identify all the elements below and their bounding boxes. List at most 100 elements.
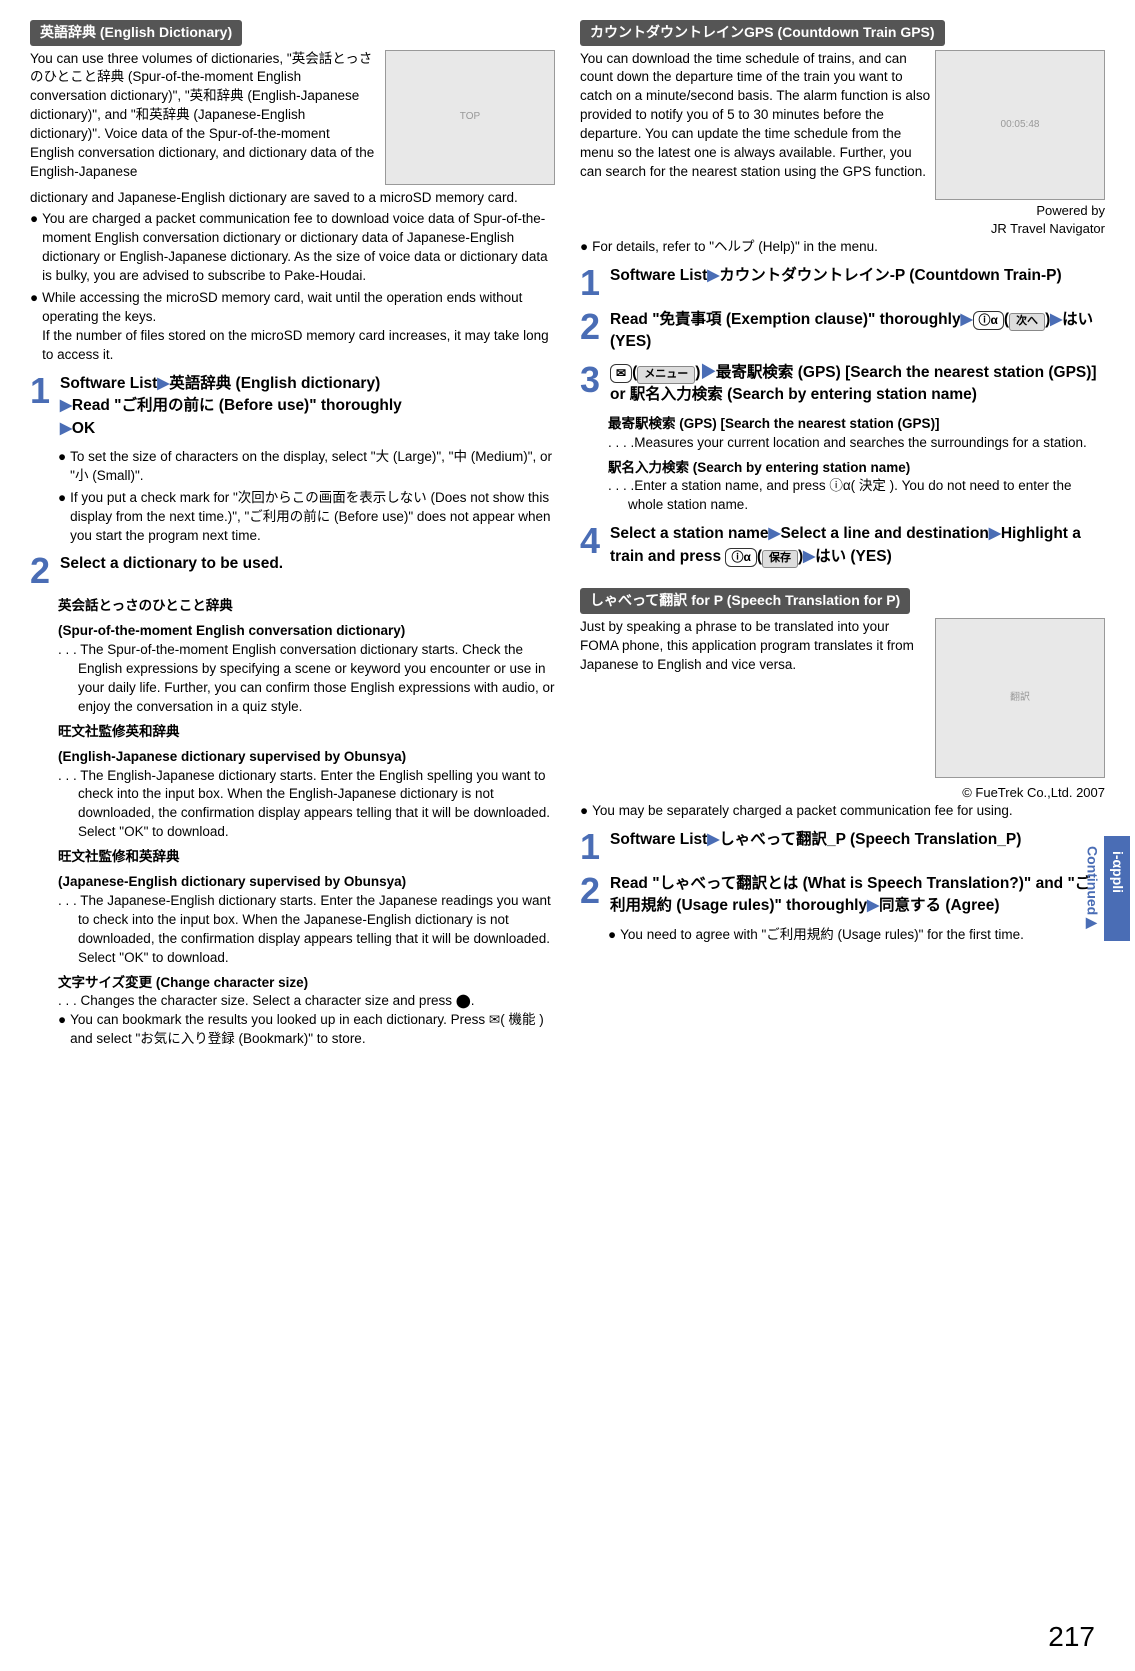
- step-text: Read "免責事項 (Exemption clause)" thoroughl…: [610, 309, 1105, 354]
- dict-item-desc: . . . The English-Japanese dictionary st…: [74, 767, 555, 843]
- bullet-icon: ●: [30, 289, 38, 365]
- key-icon: ⓘα: [725, 548, 756, 567]
- speech-step2-sub: ●You need to agree with "ご利用規約 (Usage ru…: [608, 926, 1105, 945]
- left-column: 英語辞典 (English Dictionary) TOP You can us…: [30, 20, 555, 1052]
- tab-iappli: i-αppli: [1104, 836, 1130, 941]
- right-column: カウントダウントレインGPS (Countdown Train GPS) 00:…: [580, 20, 1105, 1052]
- dict-item-jp: 文字サイズ変更 (Change character size): [58, 974, 555, 993]
- dict-bullet-2: ●While accessing the microSD memory card…: [30, 289, 555, 365]
- t: Read "免責事項 (Exemption clause)" thoroughl…: [610, 311, 961, 328]
- t: しゃべって翻訳_P (Speech Translation_P): [719, 831, 1021, 848]
- step-text: ✉(メニュー)▶最寄駅検索 (GPS) [Search the nearest …: [610, 362, 1105, 407]
- gps-sub2-title: 駅名入力検索 (Search by entering station name): [608, 459, 1105, 478]
- bullet-icon: ●: [58, 1011, 66, 1049]
- gps-step-3: 3 ✉(メニュー)▶最寄駅検索 (GPS) [Search the neares…: [580, 362, 1105, 407]
- arrow-icon: ▶: [60, 397, 72, 414]
- speech-header: しゃべって翻訳 for P (Speech Translation for P): [580, 588, 910, 614]
- t: For details, refer to "ヘルプ (Help)" in th…: [592, 238, 878, 257]
- dict-item-desc: . . . The Japanese-English dictionary st…: [74, 892, 555, 968]
- t: You need to agree with "ご利用規約 (Usage rul…: [620, 926, 1024, 945]
- save-button[interactable]: 保存: [762, 550, 798, 568]
- t: Read "しゃべって翻訳とは (What is Speech Translat…: [610, 875, 1090, 914]
- gps-header: カウントダウントレインGPS (Countdown Train GPS): [580, 20, 945, 46]
- speech-step-1: 1 Software List▶しゃべって翻訳_P (Speech Transl…: [580, 829, 1105, 865]
- gps-sub1-desc: . . . .Measures your current location an…: [624, 434, 1105, 453]
- arrow-icon: ▶: [1050, 311, 1062, 328]
- step-text: Read "しゃべって翻訳とは (What is Speech Translat…: [610, 873, 1105, 918]
- gps-sub2-desc: . . . .Enter a station name, and press ⓘ…: [624, 477, 1105, 515]
- bullet-icon: ●: [580, 802, 588, 821]
- bullet-text: You are charged a packet communication f…: [42, 210, 555, 286]
- t: You may be separately charged a packet c…: [592, 802, 1013, 821]
- tab-continued: Continued▶: [1079, 836, 1105, 941]
- bullet-icon: ●: [58, 448, 66, 486]
- t: To set the size of characters on the dis…: [70, 448, 555, 486]
- t: カウントダウントレイン-P (Countdown Train-P): [719, 267, 1061, 284]
- next-button[interactable]: 次へ: [1009, 313, 1045, 331]
- arrow-icon: ▶: [707, 831, 719, 848]
- key-icon: ⓘα: [973, 311, 1004, 330]
- t: 英語辞典 (English dictionary): [169, 375, 380, 392]
- step1-sub1: ●To set the size of characters on the di…: [58, 448, 555, 486]
- bullet-icon: ●: [30, 210, 38, 286]
- menu-button[interactable]: メニュー: [637, 366, 695, 384]
- gps-caption: Powered by JR Travel Navigator: [935, 202, 1105, 238]
- step-text: Select a station name▶Select a line and …: [610, 523, 1105, 568]
- arrow-icon: ▶: [961, 311, 973, 328]
- step-text: Software List▶英語辞典 (English dictionary) …: [60, 373, 555, 440]
- t: Software List: [610, 831, 707, 848]
- arrow-icon: ▶: [60, 420, 72, 437]
- speech-bullet: ●You may be separately charged a packet …: [580, 802, 1105, 821]
- gps-screenshot: 00:05:48: [935, 50, 1105, 200]
- t: If you put a check mark for "次回からこの画面を表示…: [70, 489, 555, 546]
- dict-item-jp: 旺文社監修和英辞典: [58, 848, 555, 867]
- arrow-icon: ▶: [157, 375, 169, 392]
- t: 同意する (Agree): [879, 897, 1000, 914]
- gps-image-block: 00:05:48 Powered by JR Travel Navigator: [935, 50, 1105, 238]
- gps-sub1-title: 最寄駅検索 (GPS) [Search the nearest station …: [608, 415, 1105, 434]
- dict-step-1: 1 Software List▶英語辞典 (English dictionary…: [30, 373, 555, 440]
- dict-header: 英語辞典 (English Dictionary): [30, 20, 242, 46]
- page-number: 217: [1048, 1617, 1095, 1656]
- dict-item-en: (English-Japanese dictionary supervised …: [58, 748, 555, 767]
- page-content: 英語辞典 (English Dictionary) TOP You can us…: [30, 20, 1105, 1052]
- step1-sub2: ●If you put a check mark for "次回からこの画面を表…: [58, 489, 555, 546]
- dict-item-jp: 英会話とっさのひとこと辞典: [58, 597, 555, 616]
- t: Select a station name: [610, 525, 769, 542]
- dict-bullet-1: ●You are charged a packet communication …: [30, 210, 555, 286]
- t: Read "ご利用の前に (Before use)" thoroughly: [72, 397, 402, 414]
- t: You can bookmark the results you looked …: [70, 1011, 555, 1049]
- t: はい (YES): [815, 548, 892, 565]
- dict-item-jp: 旺文社監修英和辞典: [58, 723, 555, 742]
- t: Select a line and destination: [780, 525, 988, 542]
- dict-item-desc: . . . The Spur-of-the-moment English con…: [74, 641, 555, 717]
- bullet-icon: ●: [608, 926, 616, 945]
- bookmark-note: ●You can bookmark the results you looked…: [58, 1011, 555, 1049]
- dict-step-2: 2 Select a dictionary to be used.: [30, 553, 555, 589]
- step-number: 2: [580, 309, 610, 354]
- step-number: 2: [580, 873, 610, 918]
- step-number: 4: [580, 523, 610, 568]
- step-number: 1: [580, 829, 610, 865]
- arrow-icon: ▶: [707, 267, 719, 284]
- gps-step-2: 2 Read "免責事項 (Exemption clause)" thoroug…: [580, 309, 1105, 354]
- arrow-icon: ▶: [700, 364, 716, 381]
- step-text: Software List▶しゃべって翻訳_P (Speech Translat…: [610, 829, 1105, 865]
- speech-screenshot: 翻訳: [935, 618, 1105, 778]
- step-text: Select a dictionary to be used.: [60, 553, 555, 589]
- gps-step-4: 4 Select a station name▶Select a line an…: [580, 523, 1105, 568]
- gps-bullet: ●For details, refer to "ヘルプ (Help)" in t…: [580, 238, 1105, 257]
- speech-copyright: © FueTrek Co.,Ltd. 2007: [580, 784, 1105, 802]
- step-text: Software List▶カウントダウントレイン-P (Countdown T…: [610, 265, 1105, 301]
- gps-step-1: 1 Software List▶カウントダウントレイン-P (Countdown…: [580, 265, 1105, 301]
- t: OK: [72, 420, 95, 437]
- arrow-icon: ▶: [867, 897, 879, 914]
- arrow-icon: ▶: [769, 525, 781, 542]
- bullet-icon: ●: [580, 238, 588, 257]
- dict-screenshot: TOP: [385, 50, 555, 185]
- step-number: 3: [580, 362, 610, 407]
- dict-item-en: (Japanese-English dictionary supervised …: [58, 873, 555, 892]
- dict-item-en: (Spur-of-the-moment English conversation…: [58, 622, 555, 641]
- side-tabs: i-αppli Continued▶: [1079, 836, 1130, 941]
- speech-step-2: 2 Read "しゃべって翻訳とは (What is Speech Transl…: [580, 873, 1105, 918]
